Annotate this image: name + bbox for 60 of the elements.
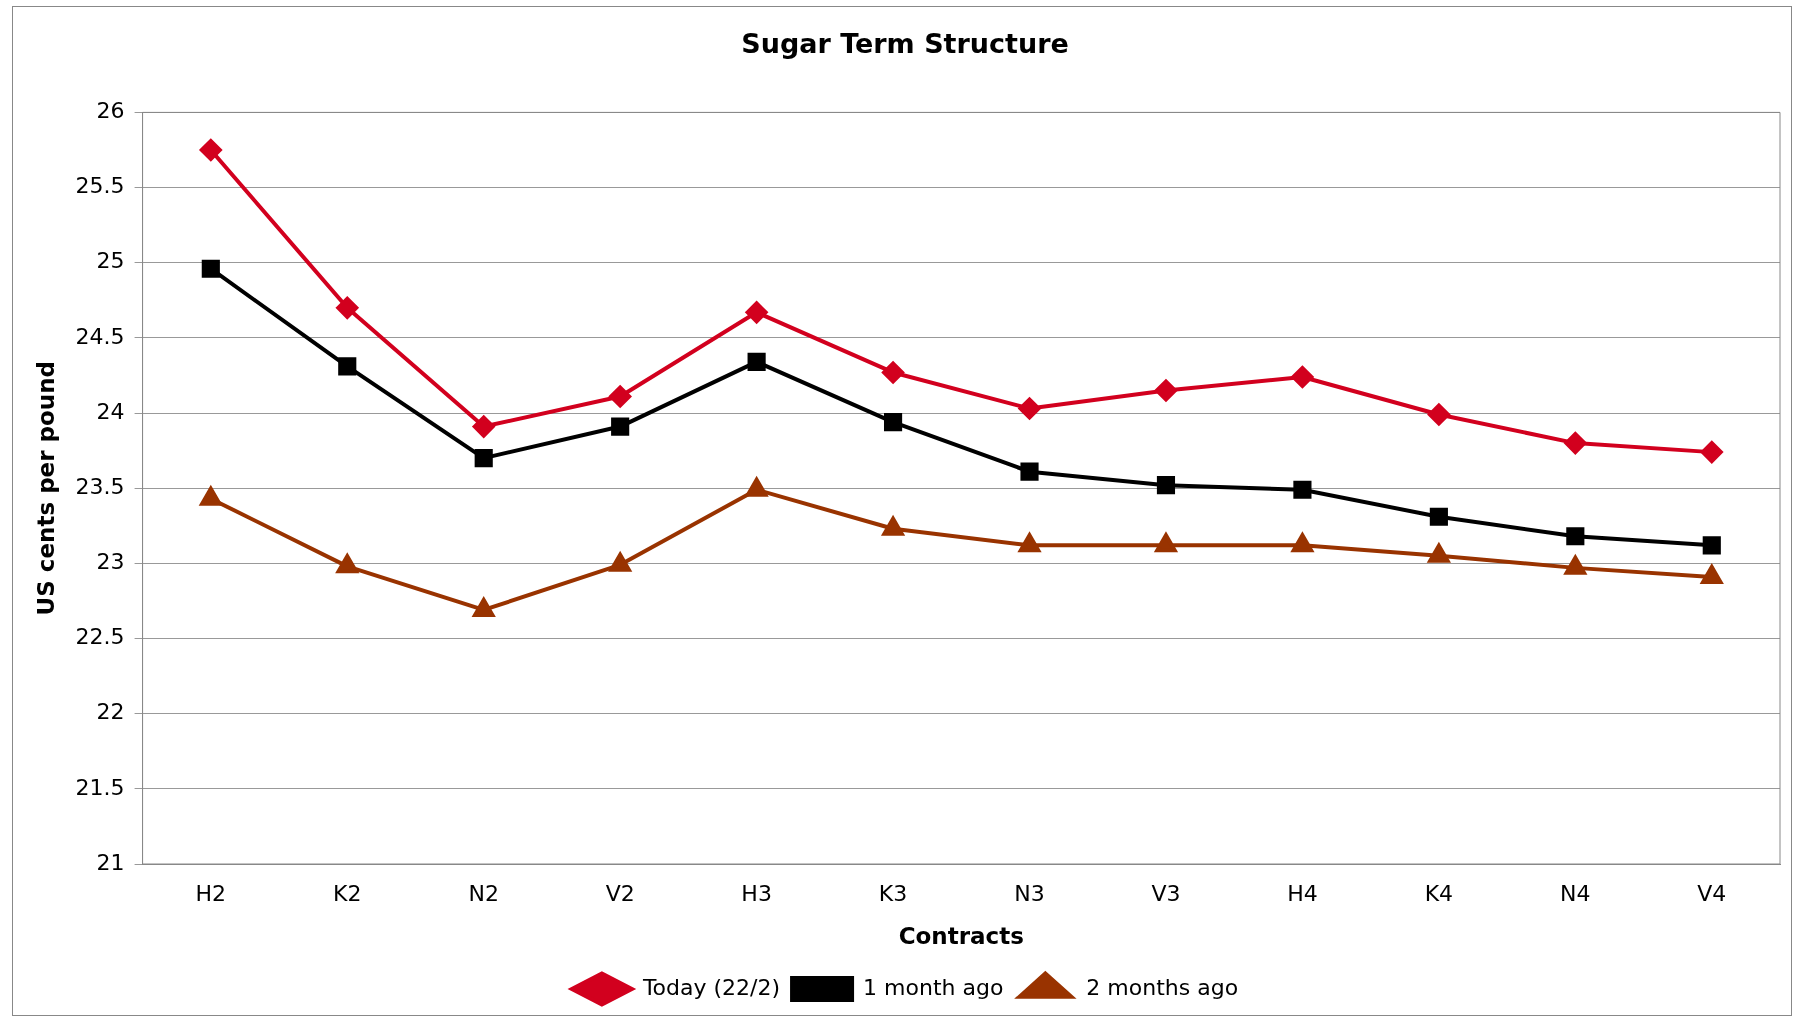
x-tick-label: H2 — [195, 880, 227, 906]
point — [473, 597, 495, 617]
point — [882, 361, 905, 384]
point — [1291, 365, 1314, 388]
point — [884, 412, 903, 432]
y-tick-label: 25 — [96, 248, 125, 274]
point — [1429, 507, 1448, 526]
point — [747, 352, 766, 371]
y-tick-label: 25.5 — [75, 173, 125, 199]
legend-label: Today (22/2) — [641, 974, 781, 1000]
y-tick-label: 22.5 — [75, 624, 125, 650]
x-tick-label: K4 — [1424, 880, 1454, 906]
point — [472, 415, 495, 438]
y-tick-label: 23.5 — [75, 473, 125, 499]
x-tick-label: K2 — [333, 880, 362, 906]
x-tick-label: H4 — [1287, 880, 1318, 906]
point — [1700, 441, 1723, 464]
x-tick-label: V4 — [1697, 880, 1727, 906]
point — [1427, 403, 1450, 426]
point — [1156, 476, 1176, 495]
point — [1018, 397, 1041, 420]
x-tick-label: N3 — [1014, 880, 1045, 906]
point — [611, 417, 630, 436]
y-tick-label: 24 — [96, 398, 125, 424]
y-axis-title: US cents per pound — [32, 360, 59, 616]
x-tick-label: V2 — [605, 880, 635, 906]
x-tick-label: H3 — [741, 880, 772, 906]
point — [1426, 541, 1451, 563]
point — [1564, 432, 1587, 455]
x-tick-label: N2 — [468, 880, 499, 906]
point — [201, 259, 220, 278]
point — [1563, 553, 1588, 575]
point — [745, 301, 768, 324]
point — [1293, 480, 1312, 499]
point — [609, 385, 632, 408]
y-tick-label: 21.5 — [75, 774, 125, 800]
x-tick-label: K3 — [878, 880, 908, 906]
point — [1020, 462, 1039, 481]
legend-label: 2 months ago — [1086, 974, 1239, 1000]
point — [336, 554, 358, 574]
point — [1701, 564, 1723, 584]
point — [474, 449, 493, 468]
point — [1291, 533, 1314, 553]
x-tick-label: N4 — [1560, 880, 1591, 906]
point — [338, 357, 357, 376]
point — [1154, 379, 1177, 402]
point — [881, 514, 905, 536]
y-tick-label: 22 — [96, 699, 125, 725]
point — [1018, 533, 1041, 553]
x-axis-title: Contracts — [898, 923, 1024, 950]
y-tick-label: 23 — [96, 549, 125, 575]
x-tick-label: V3 — [1151, 880, 1181, 906]
point — [608, 550, 633, 572]
point — [336, 296, 359, 319]
y-tick-label: 24.5 — [75, 323, 125, 349]
y-tick-label: 26 — [96, 98, 125, 124]
chart-title: Sugar Term Structure — [741, 28, 1069, 60]
point — [1155, 533, 1177, 553]
y-tick-label: 21 — [96, 849, 125, 875]
legend-label: 1 month ago — [863, 974, 1004, 1000]
